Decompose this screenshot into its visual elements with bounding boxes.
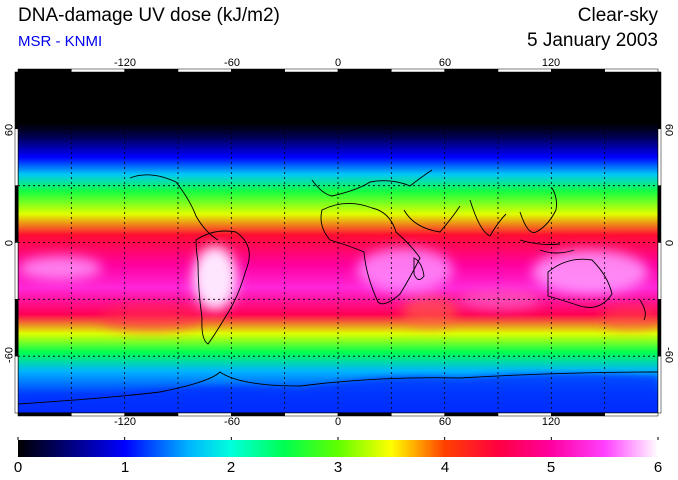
coast-australia	[547, 258, 613, 308]
lat-label-left: 60	[3, 123, 16, 137]
colorbar-label: 0	[13, 459, 23, 476]
coast-arabia	[403, 205, 461, 233]
coast-southeast-asia	[519, 187, 557, 234]
colorbar	[18, 440, 658, 457]
lat-label-right: 0	[662, 239, 675, 247]
frame-tick-right	[657, 299, 662, 357]
coast-north-america	[129, 174, 219, 241]
lon-label-bottom: 0	[334, 416, 342, 428]
lon-label-top: -120	[113, 57, 137, 69]
sky-condition: Clear-sky	[577, 5, 658, 26]
coast-india	[469, 199, 507, 237]
lon-label-bottom: 60	[438, 416, 452, 428]
frame-tick-left	[14, 185, 19, 243]
frame-ticks	[14, 68, 662, 417]
colorbar-ticks	[17, 437, 659, 440]
colorbar-label: 6	[653, 459, 663, 476]
coast-indonesia	[519, 239, 575, 254]
frame-tick-left	[14, 71, 19, 130]
lon-label-bottom: 120	[541, 416, 561, 428]
frame-tick-left	[14, 355, 19, 414]
lon-label-bottom: -120	[113, 416, 137, 428]
source-credit: MSR - KNMI	[18, 33, 103, 50]
frame-tick-bottom	[337, 412, 392, 417]
coast-new-zealand	[639, 299, 646, 321]
lon-label-top: 120	[541, 57, 561, 69]
lon-label-bottom: -60	[224, 416, 240, 428]
frame-tick-right	[657, 355, 662, 414]
lat-label-left: -60	[3, 347, 16, 363]
hotspot-east-pacific	[18, 256, 102, 280]
lat-label-left: 0	[3, 239, 16, 247]
map-field	[18, 72, 658, 413]
frame-tick-top	[231, 68, 285, 73]
coast-south-america	[195, 230, 250, 345]
frame-tick-left	[14, 242, 19, 300]
colorbar-label: 5	[546, 459, 556, 476]
frame-tick-left	[14, 128, 19, 186]
colorbar-label: 2	[226, 459, 236, 476]
frame-tick-top	[177, 68, 232, 73]
cloud-streak-pacific	[100, 304, 200, 332]
hotspot-australia	[532, 250, 648, 294]
frame-tick-bottom	[604, 412, 659, 417]
frame-tick-right	[657, 185, 662, 243]
colorbar-label: 4	[440, 459, 450, 476]
coast-antarctica	[18, 371, 658, 405]
coast-europe-asia	[311, 169, 433, 197]
frame-tick-top	[17, 68, 72, 73]
map-date: 5 January 2003	[527, 30, 658, 51]
lon-label-top: -60	[224, 57, 240, 69]
frame-tick-top	[604, 68, 659, 73]
frame-tick-bottom	[17, 412, 72, 417]
frame-tick-bottom	[284, 412, 339, 417]
frame-tick-right	[657, 71, 662, 130]
frame-tick-right	[657, 242, 662, 300]
hotspot-southern-africa	[357, 248, 453, 292]
coastlines	[18, 169, 658, 405]
cloud-streak-tasman	[600, 306, 658, 330]
frame-tick-right	[657, 128, 662, 186]
frame-tick-top	[391, 68, 445, 73]
frame-tick-top	[551, 68, 605, 73]
frame-tick-top	[444, 68, 499, 73]
frame-tick-top	[124, 68, 179, 73]
lon-label-top: 0	[334, 57, 342, 69]
cloud-streak-atlantic	[402, 296, 458, 328]
graticule	[18, 72, 658, 413]
frame-tick-top	[497, 68, 552, 73]
frame-tick-top	[284, 68, 339, 73]
coast-madagascar	[413, 257, 425, 280]
uv-hotspots	[18, 246, 658, 332]
colorbar-label: 3	[333, 459, 343, 476]
frame-tick-top	[337, 68, 392, 73]
hotspot-south-america	[193, 246, 237, 310]
frame-tick-bottom	[444, 412, 499, 417]
frame-tick-top	[71, 68, 125, 73]
lat-label-right: -60	[662, 347, 675, 363]
frame-tick-bottom	[391, 412, 445, 417]
lon-label-top: 60	[438, 57, 452, 69]
colorbar-label: 1	[120, 459, 130, 476]
coast-africa	[320, 203, 421, 305]
map-title: DNA-damage UV dose (kJ/m2)	[18, 5, 280, 26]
lat-label-right: 60	[662, 123, 675, 137]
hotspot-indian-ocean	[460, 290, 540, 310]
